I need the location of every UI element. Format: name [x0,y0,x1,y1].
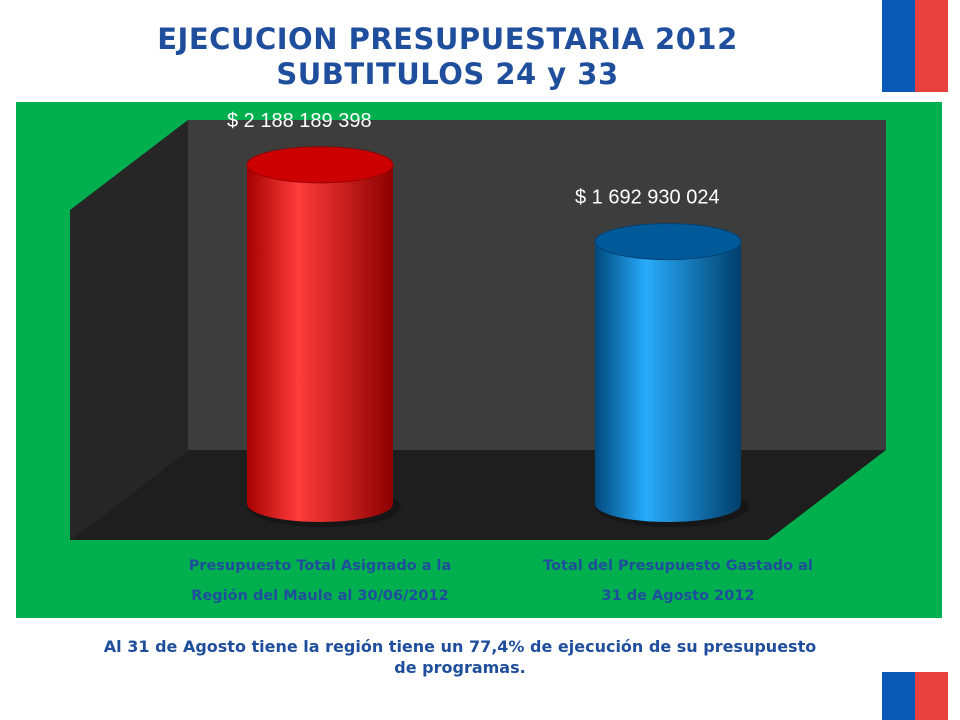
data-label: $ 1 692 930 024 [575,187,720,209]
chart-panel: $ 2 188 189 398 Presupuesto Total Asignad… [16,102,942,618]
data-label: $ 2 188 189 398 [227,110,372,132]
flag-red-stripe [915,672,948,720]
bar-body [247,164,393,522]
title-line-1: EJECUCION PRESUPUESTARIA 2012 [157,22,738,56]
bar-top [594,223,742,261]
category-label: Total del Presupuesto Gastado al [543,558,813,574]
caption-line-2: de programas. [394,658,526,677]
caption-line-1: Al 31 de Agosto tiene la región tiene un… [103,637,817,656]
title-line-2: SUBTITULOS 24 y 33 [276,57,619,91]
bar-top [246,146,394,184]
chart-side-wall [70,120,188,540]
flag-red-stripe [915,0,948,92]
flag-blue-stripe [882,672,915,720]
chile-flag-corner-top [882,0,948,92]
category-label: 31 de Agosto 2012 [602,588,755,604]
bar-chart: $ 2 188 189 398 Presupuesto Total Asignad… [70,110,886,604]
page-title: EJECUCION PRESUPUESTARIA 2012 SUBTITULOS… [0,22,895,92]
chile-flag-corner-bottom [882,672,948,720]
category-label: Región del Maule al 30/06/2012 [191,588,448,604]
flag-blue-stripe [882,0,915,92]
chart-floor [70,450,886,540]
bar-body [595,241,741,523]
summary-caption: Al 31 de Agosto tiene la región tiene un… [20,636,900,678]
category-label: Presupuesto Total Asignado a la [189,558,452,574]
